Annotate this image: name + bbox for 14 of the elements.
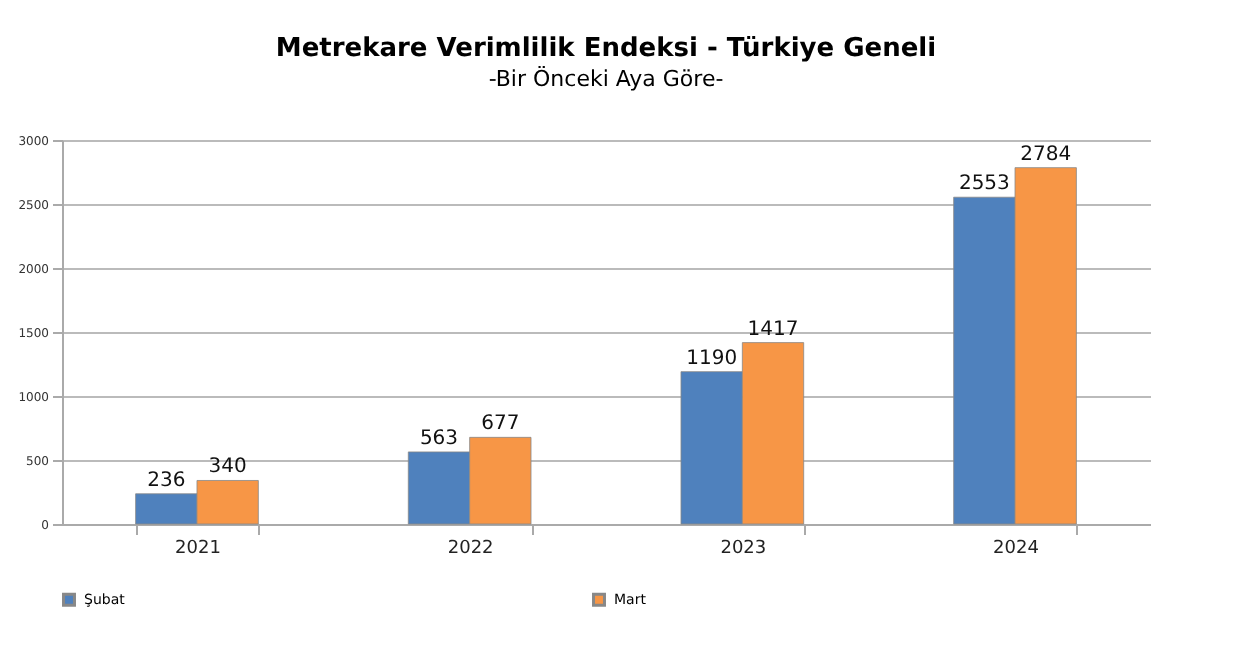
x-tick-label: 2023 <box>720 539 767 559</box>
x-tick-label: 2024 <box>993 539 1040 559</box>
data-label: 1417 <box>747 318 799 341</box>
data-label: 2553 <box>958 173 1010 196</box>
chart-title: Metrekare Verimlilik Endeksi - Türkiye Geneli <box>275 34 937 64</box>
x-tick-label: 2021 <box>175 539 221 559</box>
data-label: 236 <box>147 469 186 492</box>
data-label: 563 <box>419 427 459 450</box>
data-label: 340 <box>208 456 247 479</box>
chart-subtitle: -Bir Önceki Aya Göre- <box>488 64 724 92</box>
data-label: 2784 <box>1020 143 1072 166</box>
data-label: 677 <box>481 413 520 436</box>
data-label: 1190 <box>686 347 738 370</box>
x-tick-label: 2022 <box>447 539 494 559</box>
